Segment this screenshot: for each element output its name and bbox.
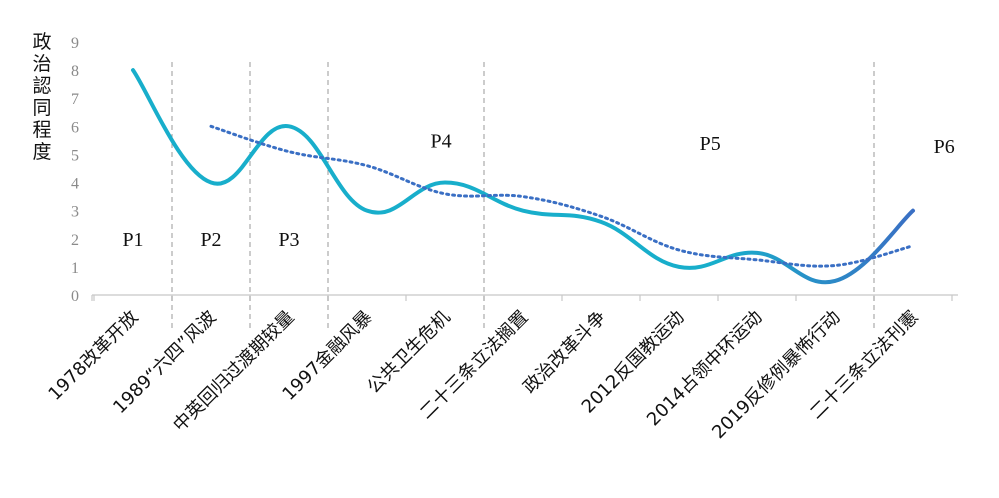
y-axis-label-char: 同 [32, 97, 51, 119]
x-category-label: 2019反修例暴怖行动 [708, 307, 844, 443]
y-tick-label: 0 [71, 288, 79, 305]
y-tick-label: 6 [71, 119, 79, 136]
y-tick-label: 3 [71, 204, 79, 221]
period-label: P1 [122, 229, 143, 251]
period-label: P5 [700, 133, 721, 155]
y-tick-label: 9 [71, 35, 79, 52]
y-tick-label: 4 [71, 176, 79, 193]
period-labels: P1 P2 P3 P4 P5 P6 [122, 130, 954, 250]
period-label: P2 [200, 229, 221, 251]
series-layer [131, 68, 915, 285]
y-tick-label: 2 [71, 232, 79, 249]
y-axis-ticks: 0 1 2 3 4 5 6 7 8 9 [71, 35, 79, 305]
period-label: P3 [278, 229, 299, 251]
period-label: P6 [934, 136, 955, 158]
period-label: P4 [431, 130, 452, 152]
series-line-dotted-trend [209, 124, 915, 268]
y-axis-label-char: 認 [32, 75, 51, 97]
period-dividers [171, 62, 875, 330]
y-tick-label: 8 [71, 63, 79, 80]
y-axis-label-char: 政 [32, 31, 51, 53]
x-axis-category-labels: 1978改革开放1989“六四”风波中英回归过渡期较量1997金融风暴公共卫生危… [44, 306, 922, 443]
series-line-solid [131, 68, 915, 285]
y-tick-label: 7 [71, 91, 79, 108]
y-tick-label: 1 [71, 260, 79, 277]
y-axis-label-char: 度 [32, 141, 51, 163]
y-tick-label: 5 [71, 147, 79, 164]
y-axis-label-char: 治 [32, 53, 51, 75]
x-axis-ticks [91, 295, 953, 301]
y-axis-label-char: 程 [32, 119, 51, 141]
